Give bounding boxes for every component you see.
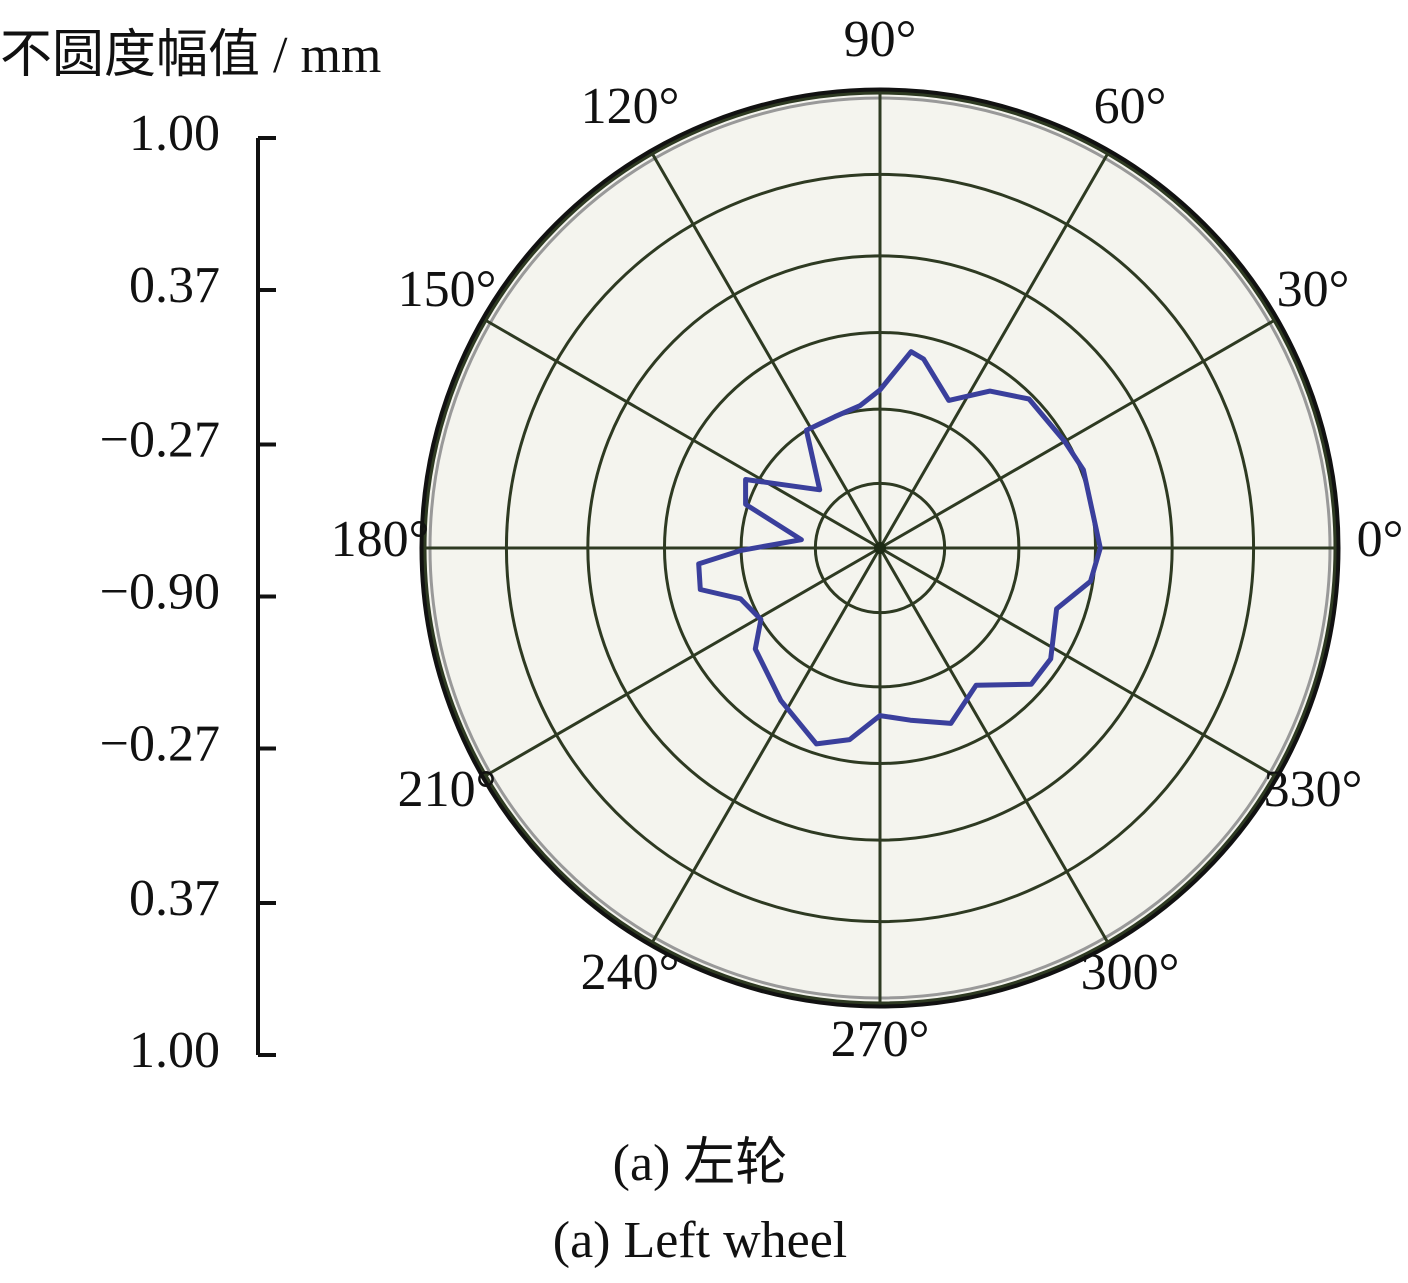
theta-tick-label: 60° <box>1094 78 1167 135</box>
theta-tick-label: 180° <box>331 511 430 568</box>
grid-spoke <box>879 319 1275 550</box>
center-dot <box>874 542 886 554</box>
theta-tick-label: 270° <box>831 1011 930 1068</box>
theta-tick-label: 300° <box>1081 944 1180 1001</box>
theta-tick-label: 0° <box>1357 511 1404 568</box>
caption: (a) 左轮 <box>613 1135 788 1192</box>
series-line <box>696 349 1103 747</box>
grid-spoke <box>651 547 882 943</box>
grid-spoke <box>879 546 1275 777</box>
grid-spoke <box>878 153 1109 549</box>
r-tick-label: −0.90 <box>100 563 220 620</box>
r-tick-label: 1.00 <box>129 1022 220 1079</box>
r-tick-label: 0.37 <box>129 257 220 314</box>
grid-spoke <box>485 319 881 550</box>
grid-spoke <box>878 547 1109 943</box>
theta-tick-label: 240° <box>581 944 680 1001</box>
theta-tick-label: 150° <box>398 261 497 318</box>
theta-tick-label: 330° <box>1264 761 1363 818</box>
r-tick-label: 1.00 <box>129 105 220 162</box>
theta-tick-label: 90° <box>844 11 917 68</box>
theta-tick-label: 30° <box>1277 261 1350 318</box>
grid-spoke <box>651 153 882 549</box>
axis-label: 不圆度幅值 / mm <box>0 27 381 84</box>
r-tick-label: 0.37 <box>129 870 220 927</box>
r-tick-label: −0.27 <box>100 411 220 468</box>
theta-tick-label: 210° <box>398 761 497 818</box>
caption-en: (a) Left wheel <box>553 1212 847 1269</box>
r-tick-label: −0.27 <box>100 715 220 772</box>
grid-spoke <box>485 546 881 777</box>
theta-tick-label: 120° <box>581 78 680 135</box>
